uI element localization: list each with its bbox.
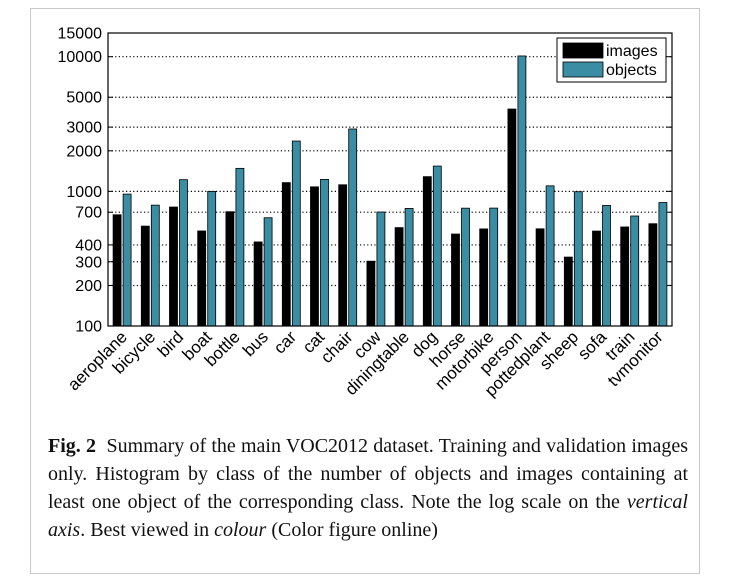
bar-objects-dog [432, 165, 442, 327]
bar-objects-boat [207, 191, 217, 327]
x-tick-label: bird [154, 327, 187, 360]
y-tick-label: 100 [75, 319, 102, 336]
x-tick-label: bus [239, 327, 272, 360]
bar-objects-motorbike [489, 207, 499, 327]
x-tick-label: sofa [574, 327, 611, 364]
caption-emphasis-2: colour [214, 519, 267, 541]
bar-objects-aeroplane [122, 193, 132, 327]
bar-images-bicycle [140, 225, 150, 327]
plot-area-border [107, 32, 673, 327]
legend-label-objects: objects [606, 62, 657, 79]
bar-images-chair [338, 184, 348, 327]
bar-objects-diningtable [404, 208, 414, 327]
bar-objects-bird [179, 179, 188, 327]
bar-objects-bottle [235, 167, 245, 327]
caption-text-2: . Best viewed in [80, 519, 215, 541]
legend-swatch-images [562, 42, 604, 59]
caption-label: Fig. 2 [48, 435, 96, 457]
y-tick-label: 200 [75, 278, 102, 295]
y-tick-label: 1000 [66, 184, 102, 201]
bar-images-bus [253, 241, 263, 327]
bar-objects-cow [376, 211, 386, 327]
bar-images-dog [422, 176, 432, 327]
y-tick-label: 700 [75, 205, 102, 222]
bar-images-person [507, 108, 517, 327]
bar-objects-cat [320, 178, 329, 327]
bar-objects-car [291, 140, 301, 327]
legend-label-images: images [606, 43, 658, 60]
caption-text-3: (Color figure online) [266, 519, 438, 541]
bar-images-pottedplant [535, 228, 545, 327]
bar-images-train [620, 226, 630, 327]
x-tick-label: car [270, 327, 300, 357]
y-tick-label: 3000 [66, 120, 102, 137]
bar-images-cow [366, 260, 376, 327]
bar-images-car [281, 182, 291, 327]
y-tick-label: 15000 [58, 26, 103, 43]
bar-images-motorbike [479, 228, 489, 327]
bar-images-horse [451, 233, 460, 327]
bar-objects-person [517, 55, 527, 327]
bar-objects-bus [263, 217, 273, 327]
y-tick-label: 5000 [66, 90, 102, 107]
bar-objects-sheep [573, 191, 583, 327]
bar-images-sheep [563, 256, 573, 327]
bar-images-aeroplane [112, 214, 122, 327]
bar-objects-sofa [602, 205, 611, 327]
bar-images-diningtable [394, 227, 404, 327]
bar-images-tvmonitor [648, 223, 658, 327]
bar-objects-tvmonitor [658, 202, 668, 327]
y-tick-label: 2000 [66, 143, 102, 160]
bar-images-boat [197, 230, 207, 327]
bar-objects-bicycle [150, 204, 160, 327]
bar-objects-chair [348, 128, 358, 327]
y-tick-label: 10000 [58, 49, 103, 66]
caption-text-1: Summary of the main VOC2012 dataset. Tra… [48, 435, 689, 513]
bar-images-sofa [592, 230, 601, 327]
figure-caption: Fig. 2 Summary of the main VOC2012 datas… [48, 432, 688, 544]
bar-images-bird [169, 206, 178, 327]
bar-objects-train [630, 215, 640, 327]
bar-images-cat [310, 186, 319, 327]
caption-emphasis-1: vertical axis [48, 491, 688, 541]
y-tick-label: 300 [75, 254, 102, 271]
bar-objects-pottedplant [545, 185, 555, 327]
bar-objects-horse [461, 207, 470, 327]
y-tick-label: 400 [75, 237, 102, 254]
bar-images-bottle [225, 211, 235, 327]
legend-swatch-objects [562, 61, 604, 78]
